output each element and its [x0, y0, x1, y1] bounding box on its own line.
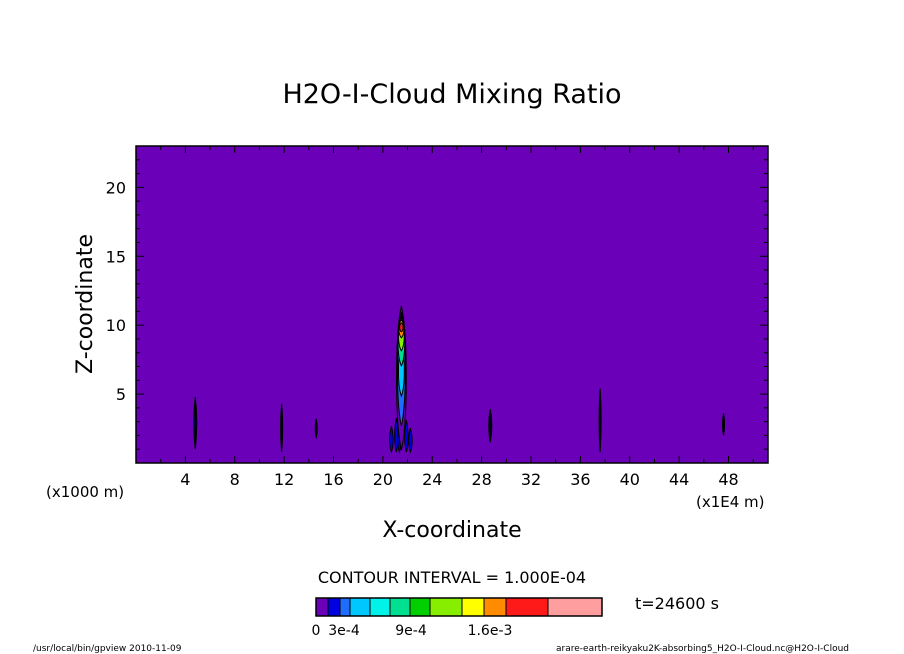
x-tick-label-4: 20	[373, 470, 393, 489]
x-tick-label-0: 4	[180, 470, 190, 489]
colorbar-label-3: 1.6e-3	[468, 623, 513, 639]
plume-base-cell-3	[408, 427, 413, 454]
y-axis-label: Z-coordinate	[73, 234, 98, 374]
plume-base-cell-0	[389, 425, 394, 454]
chart-title: H2O-I-Cloud Mixing Ratio	[282, 79, 621, 110]
cloud-feature-1	[280, 403, 284, 453]
colorbar-cell-5	[389, 597, 411, 617]
colorbar-cell-2	[339, 597, 351, 617]
time-label: t=24600 s	[635, 594, 719, 613]
colorbar-cell-4	[369, 597, 391, 617]
colorbar-label-0: 0	[312, 623, 321, 639]
colorbar-cell-7	[429, 597, 463, 617]
plot-frame	[135, 145, 769, 464]
footer-right: arare-earth-reikyaku2K-absorbing5_H2O-I-…	[556, 644, 849, 654]
cloud-feature-4	[488, 409, 493, 443]
x-tick-label-9: 40	[620, 470, 640, 489]
footer-left: /usr/local/bin/gpview 2010-11-09	[33, 644, 182, 654]
cloud-feature-2	[314, 418, 318, 439]
x-axis-label: X-coordinate	[382, 518, 521, 543]
x-tick-label-2: 12	[274, 470, 294, 489]
colorbar: 0 3e-4 9e-4 1.6e-3	[312, 597, 603, 639]
cloud-feature-0	[193, 396, 198, 450]
colorbar-cell-11	[547, 597, 603, 617]
cloud-feature-5	[598, 388, 602, 453]
colorbar-cell-10	[505, 597, 549, 617]
cloud-feature-6	[722, 413, 726, 436]
colorbar-label-1: 3e-4	[328, 623, 360, 639]
main-cloud-plume	[389, 305, 413, 454]
colorbar-cell-0	[315, 597, 329, 617]
plume-contour-level-6	[399, 322, 404, 333]
x-tick-label-10: 44	[669, 470, 689, 489]
x-unit-label: (x1E4 m)	[696, 493, 765, 511]
y-tick-label-2: 15	[106, 247, 126, 266]
y-tick-label-0: 5	[116, 385, 126, 404]
contour-interval-text: CONTOUR INTERVAL = 1.000E-04	[318, 568, 586, 587]
colorbar-cell-6	[409, 597, 431, 617]
x-tick-label-6: 28	[471, 470, 491, 489]
x-tick-label-11: 48	[718, 470, 738, 489]
y-tick-label-1: 10	[106, 316, 126, 335]
colorbar-cell-8	[461, 597, 485, 617]
x-tick-label-1: 8	[230, 470, 240, 489]
x-tick-label-3: 16	[323, 470, 343, 489]
colorbar-cell-9	[483, 597, 507, 617]
y-axis-ticks: 5 10 15 20	[106, 159, 768, 450]
colorbar-frame	[315, 597, 603, 617]
plume-base-cell-1	[394, 418, 399, 453]
colorbar-cell-1	[327, 597, 341, 617]
colorbar-cell-3	[349, 597, 371, 617]
y-unit-label: (x1000 m)	[46, 483, 124, 501]
y-tick-label-3: 20	[106, 178, 126, 197]
plot-area	[136, 146, 768, 463]
x-tick-label-8: 36	[570, 470, 590, 489]
cloud-features	[193, 388, 726, 453]
plume-base-cell-2	[404, 420, 409, 453]
x-tick-label-5: 24	[422, 470, 442, 489]
x-axis-ticks: 4 8 12 16 20 24 28 32 36 40 44 48	[160, 146, 754, 489]
colorbar-label-2: 9e-4	[395, 623, 427, 639]
x-tick-label-7: 32	[521, 470, 541, 489]
